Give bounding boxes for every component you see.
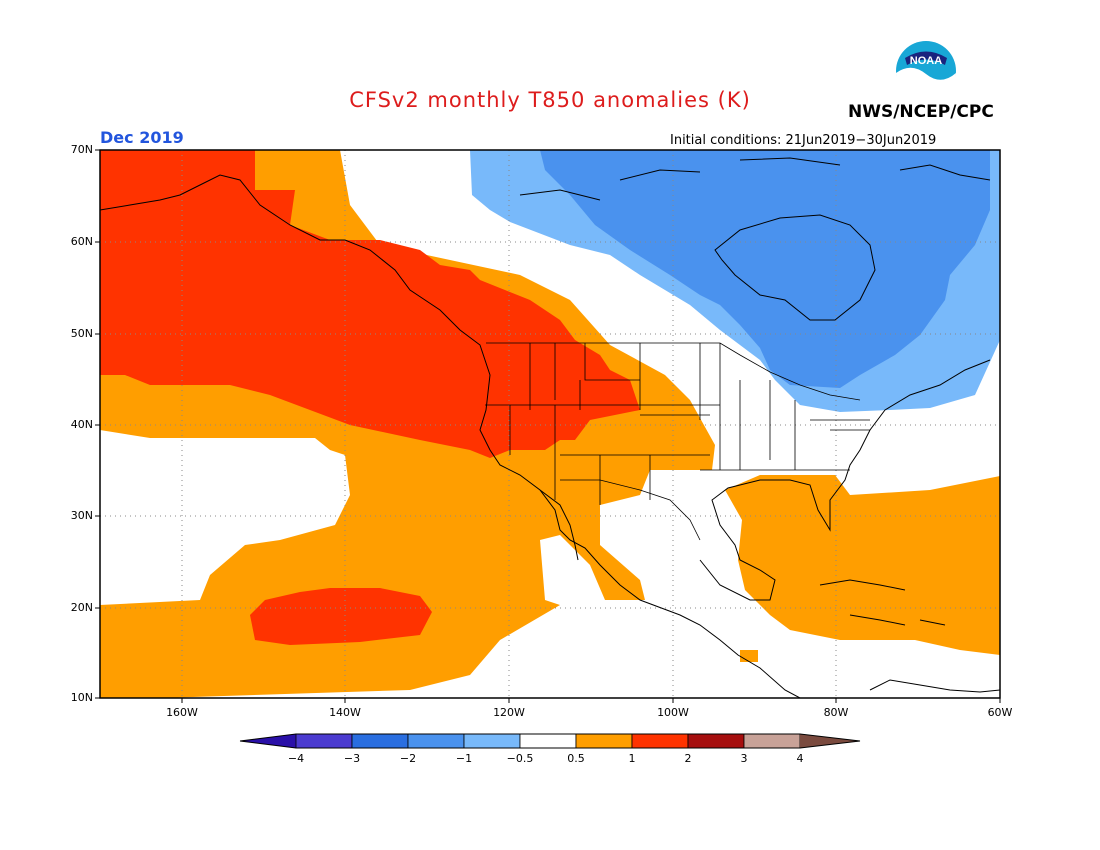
lon-label: 100W — [657, 706, 689, 719]
lat-label: 50N — [70, 327, 93, 340]
warm-region-southeast — [725, 475, 1000, 655]
map-frame — [99, 149, 1001, 699]
lat-label: 70N — [70, 143, 93, 156]
cold-region-canada — [540, 150, 990, 388]
colorbar-label: −2 — [399, 752, 417, 765]
political-borders — [485, 342, 870, 541]
lat-label: 10N — [70, 691, 93, 704]
colorbar-box — [575, 733, 633, 749]
gridlines — [100, 150, 1000, 698]
initial-conditions: Initial conditions: 21Jun2019−30Jun2019 — [670, 133, 937, 148]
svg-text:NOAA: NOAA — [910, 55, 942, 67]
coastlines — [100, 157, 1000, 698]
anomaly-fields — [100, 150, 1000, 698]
agency-label: NWS/NCEP/CPC — [848, 102, 994, 122]
lat-label: 40N — [70, 418, 93, 431]
lat-label: 60N — [70, 235, 93, 248]
warm-region-central-america — [740, 650, 758, 662]
colorbar-high-arrow — [800, 734, 860, 748]
forecast-month: Dec 2019 — [100, 128, 184, 147]
lon-label: 120W — [493, 706, 525, 719]
colorbar-box — [295, 733, 353, 749]
lon-label: 160W — [166, 706, 198, 719]
colorbar-label: −0.5 — [506, 752, 534, 765]
lon-label: 60W — [987, 706, 1013, 719]
strong-warm-region-north — [100, 150, 640, 458]
colorbar-box — [351, 733, 409, 749]
colorbar-box — [687, 733, 745, 749]
colorbar-box — [631, 733, 689, 749]
colorbar-label: 2 — [684, 752, 692, 765]
colorbar-low-arrow — [240, 734, 296, 748]
colorbar-box — [463, 733, 521, 749]
colorbar-label: 3 — [740, 752, 748, 765]
colorbar-label: 1 — [628, 752, 636, 765]
colorbar-box — [743, 733, 801, 749]
lon-label: 80W — [823, 706, 849, 719]
colorbar-label: 4 — [796, 752, 804, 765]
map-title: CFSv2 monthly T850 anomalies (K) — [349, 88, 751, 112]
colorbar-box — [407, 733, 465, 749]
lon-label: 140W — [329, 706, 361, 719]
colorbar-label: −3 — [343, 752, 361, 765]
strong-warm-region-pacific — [250, 588, 432, 645]
colorbar-label: −1 — [455, 752, 473, 765]
axis-ticks — [95, 149, 1001, 703]
colorbar-label: −4 — [287, 752, 305, 765]
lat-label: 20N — [70, 601, 93, 614]
colorbar-label: 0.5 — [567, 752, 585, 765]
noaa-logo: NOAA — [896, 41, 956, 102]
colorbar — [239, 733, 861, 749]
colorbar-box — [519, 733, 577, 749]
lat-label: 30N — [70, 509, 93, 522]
